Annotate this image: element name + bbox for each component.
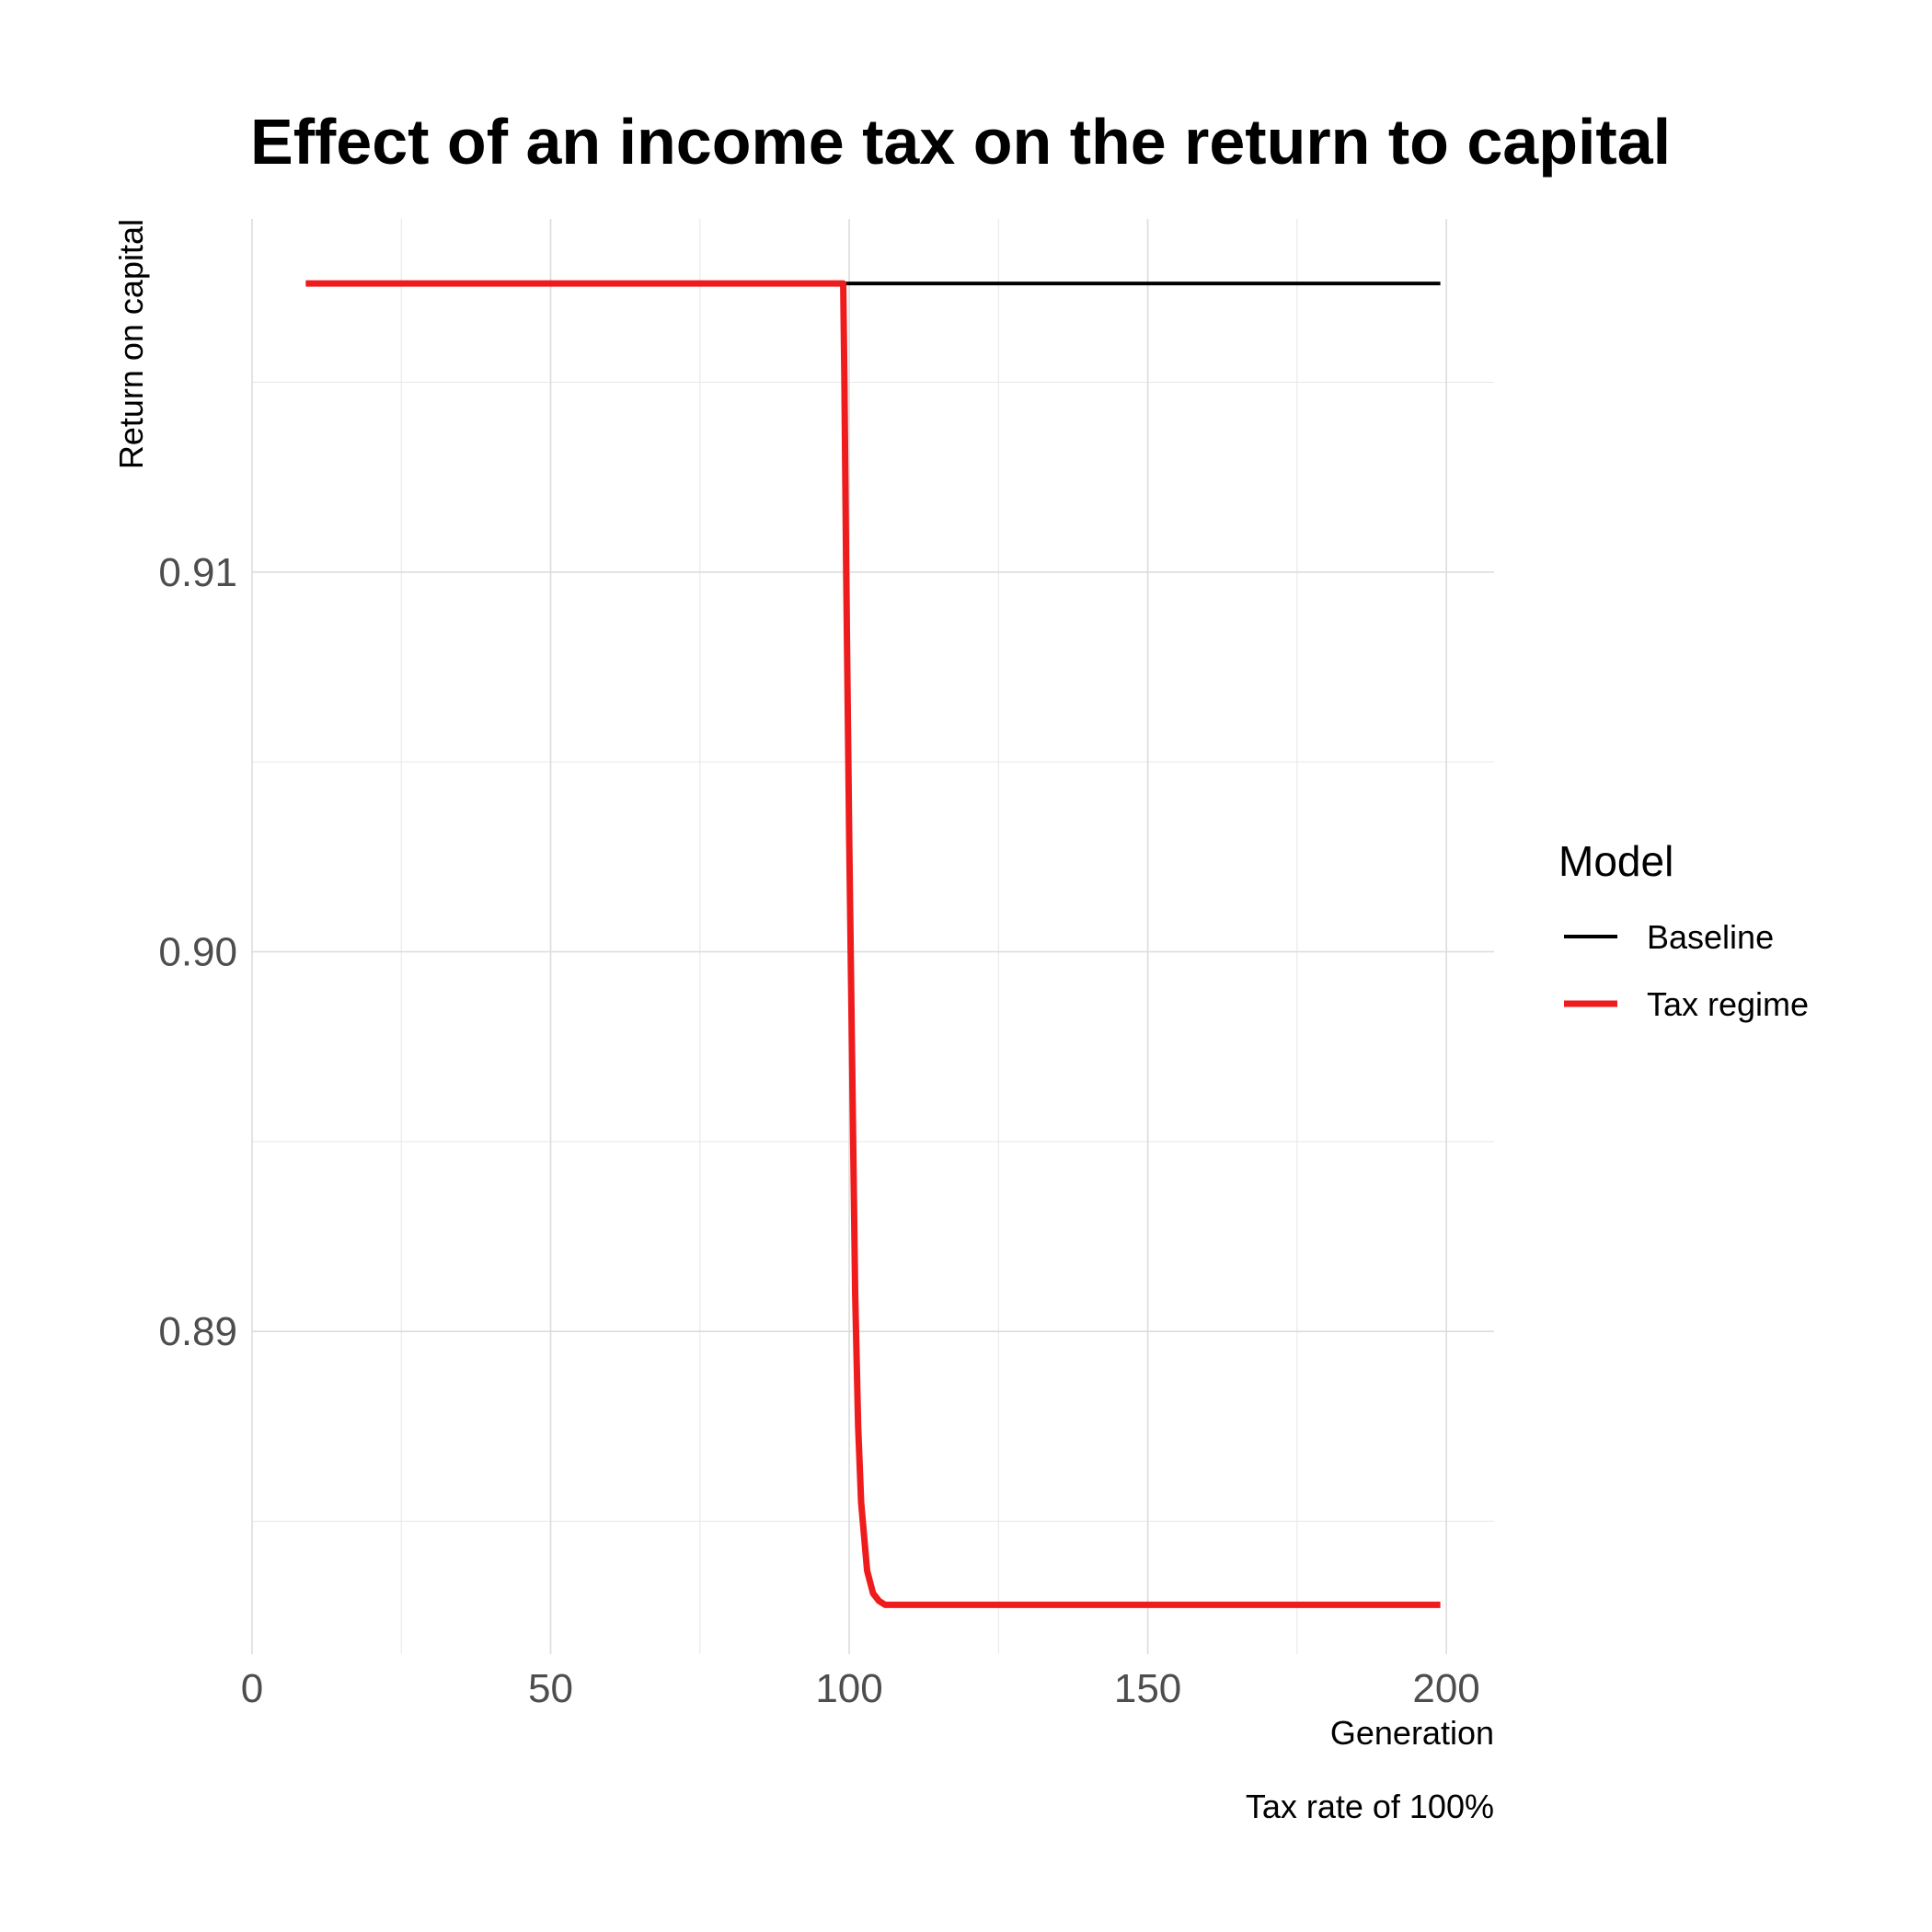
grid (251, 219, 1494, 1654)
x-tick-label: 0 (241, 1666, 263, 1711)
legend-label: Tax regime (1647, 985, 1809, 1023)
legend-title: Model (1558, 837, 1673, 885)
x-axis-ticks: 0 50 100 150 200 (241, 1666, 1480, 1711)
x-tick-label: 200 (1412, 1666, 1479, 1711)
y-axis-ticks: 0.89 0.90 0.91 (158, 550, 237, 1354)
legend: Model Baseline Tax regime (1558, 837, 1809, 1023)
y-tick-label: 0.91 (158, 550, 237, 595)
legend-items: Baseline Tax regime (1564, 918, 1809, 1023)
y-axis-title: Return on capital (112, 219, 150, 469)
y-tick-label: 0.90 (158, 930, 237, 975)
x-axis-title: Generation (1330, 1714, 1494, 1752)
series-line-tax-regime (305, 280, 1441, 1608)
x-tick-label: 100 (815, 1666, 882, 1711)
y-tick-label: 0.89 (158, 1309, 237, 1354)
x-tick-label: 50 (528, 1666, 573, 1711)
legend-label: Baseline (1647, 918, 1774, 956)
x-tick-label: 150 (1114, 1666, 1181, 1711)
chart-title: Effect of an income tax on the return to… (250, 106, 1671, 178)
chart-caption: Tax rate of 100% (1246, 1788, 1494, 1825)
series-lines (305, 280, 1441, 1608)
